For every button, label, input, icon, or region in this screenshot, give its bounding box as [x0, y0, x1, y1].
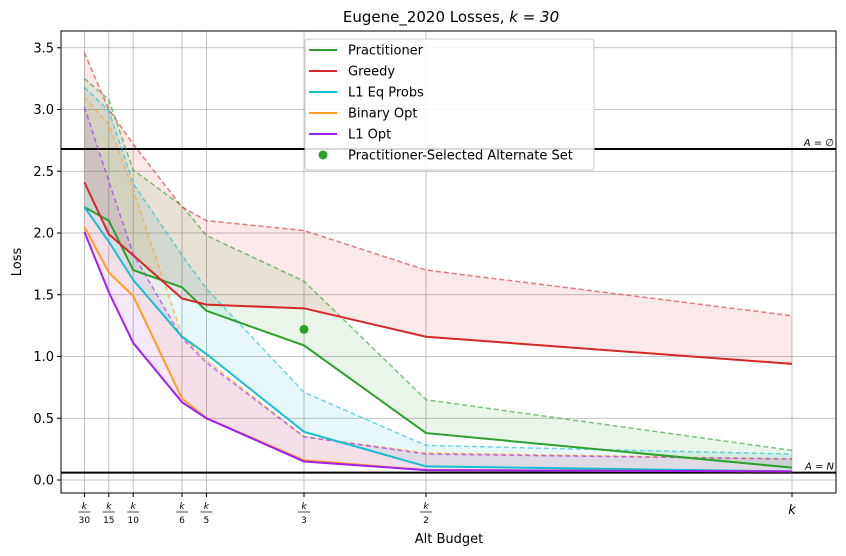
legend-label: Greedy — [348, 65, 395, 80]
y-tick-label: 2.5 — [33, 165, 54, 180]
upper-line-binary-opt — [83, 96, 793, 460]
upper-line-l1-eq-probs — [83, 86, 793, 455]
x-tick-denominator: 15 — [103, 516, 114, 526]
y-tick-label: 0.5 — [33, 412, 54, 427]
band-greedy — [84, 52, 792, 364]
legend-swatch-point — [318, 150, 328, 160]
upper-line-l1-opt — [83, 106, 793, 460]
chart-title-math: k = 30 — [509, 8, 559, 26]
scatter-points — [299, 324, 309, 334]
band-l1-eq-probs — [84, 87, 792, 472]
x-tick-numerator: k — [204, 502, 210, 512]
x-tick-denominator: 2 — [423, 516, 429, 526]
reference-line-label: A = ∅ — [803, 138, 834, 149]
legend: Practitioner Greedy L1 Eq Probs Binary Opt L… — [304, 38, 595, 171]
chart-title: Eugene_2020 Losses, k = 30 — [343, 8, 559, 27]
x-tick-numerator: k — [82, 502, 88, 512]
x-tick-text: k — [788, 503, 796, 518]
legend-label: Practitioner — [348, 44, 424, 59]
legend-box — [304, 38, 595, 171]
x-tick-label: k 10 — [127, 502, 140, 526]
series-line-l1-eq-probs — [83, 206, 793, 473]
x-tick-label: k3 — [298, 502, 310, 526]
legend-label: Practitioner-Selected Alternate Set — [348, 149, 573, 164]
x-tick-label: k2 — [420, 502, 432, 526]
legend-label: Binary Opt — [348, 107, 418, 122]
x-tick-numerator: k — [179, 502, 185, 512]
axis-ticks: 0.00.51.01.52.02.53.03.5k30k15k10k6k5k3k… — [33, 41, 796, 526]
legend-label: L1 Eq Probs — [348, 86, 424, 101]
x-tick-denominator: 10 — [127, 516, 139, 526]
band-practitioner — [84, 78, 792, 468]
x-axis-label: Alt Budget — [415, 532, 484, 547]
x-tick-denominator: 30 — [79, 516, 91, 526]
upper-line-greedy — [83, 52, 793, 317]
series-line-greedy — [83, 181, 793, 365]
series-lines — [83, 181, 793, 473]
x-tick-label: k 30 — [78, 502, 91, 526]
legend-label: L1 Opt — [348, 128, 391, 143]
upper-line-practitioner — [83, 78, 793, 452]
upper-bound-lines — [83, 52, 793, 460]
series-line-l1-opt — [83, 231, 793, 473]
y-tick-label: 1.0 — [33, 350, 54, 365]
x-tick-numerator: k — [423, 502, 429, 512]
y-tick-label: 3.0 — [33, 103, 54, 118]
x-tick-label: k6 — [176, 502, 188, 526]
x-tick-label: k — [788, 503, 796, 518]
x-tick-label: k 15 — [102, 502, 115, 526]
reference-line-label: A = N — [804, 462, 835, 473]
y-tick-label: 3.5 — [33, 41, 54, 56]
practitioner-selected-point — [299, 324, 309, 334]
series-line-practitioner — [83, 206, 793, 469]
x-tick-denominator: 6 — [179, 516, 185, 526]
x-tick-numerator: k — [131, 502, 137, 512]
x-tick-label: k5 — [200, 502, 213, 526]
plot-area-frame — [60, 30, 837, 494]
x-tick-denominator: 5 — [204, 516, 210, 526]
y-axis-label: Loss — [10, 248, 25, 277]
y-tick-label: 2.0 — [33, 227, 54, 242]
x-tick-denominator: 3 — [301, 516, 307, 526]
uncertainty-bands — [84, 52, 792, 472]
chart-title-text: Eugene_2020 Losses, — [343, 8, 509, 27]
x-tick-numerator: k — [106, 502, 112, 512]
y-tick-label: 0.0 — [33, 474, 54, 489]
x-tick-numerator: k — [301, 502, 307, 512]
y-tick-label: 1.5 — [33, 288, 54, 303]
